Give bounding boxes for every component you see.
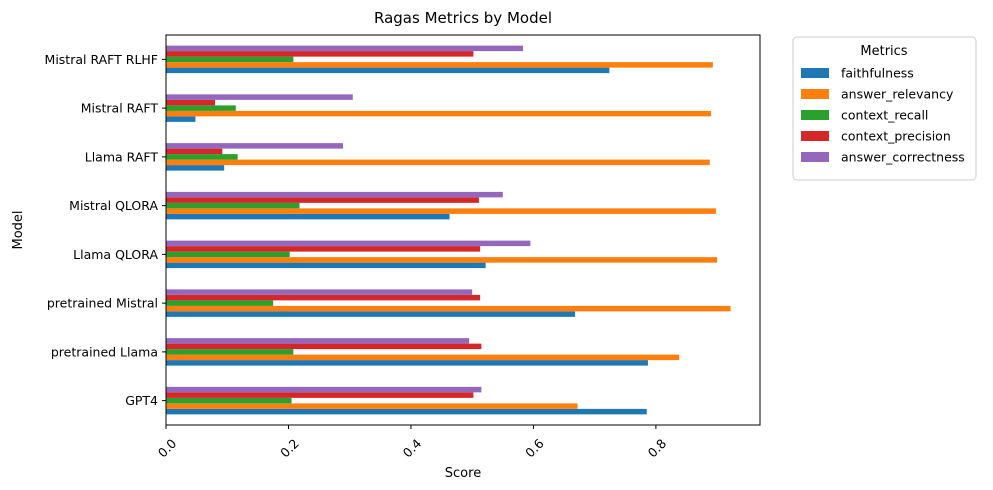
bar-answer-correctness — [166, 45, 524, 52]
x-tick-label: 0.6 — [522, 436, 547, 461]
bar-context-recall — [166, 105, 236, 111]
y-tick-label: pretrained Llama — [51, 344, 158, 359]
bar-context-recall — [166, 56, 294, 63]
bar-faithfulness — [166, 165, 225, 171]
bars-group — [166, 45, 731, 415]
x-tick-label: 0.2 — [277, 436, 302, 461]
legend-items: faithfulness answer_relevancy context_reca… — [801, 66, 965, 165]
y-tick-label: Llama RAFT — [85, 149, 159, 164]
bar-faithfulness — [166, 408, 647, 415]
legend-label: faithfulness — [841, 66, 914, 81]
bar-answer-correctness — [166, 386, 482, 393]
bar-answer-relevancy — [166, 403, 578, 409]
bar-answer-correctness — [166, 338, 470, 344]
legend-label: answer_relevancy — [841, 87, 954, 102]
x-tick-label: 0.4 — [400, 436, 425, 461]
bar-faithfulness — [166, 311, 576, 317]
bar-context-precision — [166, 51, 474, 57]
bar-context-recall — [166, 251, 290, 258]
y-ticks: GPT4 pretrained Llama pretrained Mistral Ll… — [45, 52, 166, 408]
bar-answer-correctness — [166, 94, 353, 100]
bar-answer-relevancy — [166, 159, 710, 166]
bar-context-precision — [166, 294, 481, 301]
bar-answer-relevancy — [166, 208, 716, 214]
y-tick-label: Mistral RAFT — [81, 101, 159, 116]
legend-swatch — [801, 68, 829, 78]
x-axis-label: Score — [445, 466, 481, 481]
bar-context-recall — [166, 349, 294, 355]
legend-label: answer_correctness — [841, 150, 965, 165]
bar-context-recall — [166, 300, 274, 306]
bar-answer-relevancy — [166, 305, 731, 312]
bar-answer-relevancy — [166, 62, 713, 68]
y-tick-label: Mistral QLORA — [69, 198, 158, 213]
legend-swatch — [801, 152, 829, 162]
bar-context-precision — [166, 343, 482, 350]
bar-faithfulness — [166, 360, 648, 366]
x-ticks: 0.0 0.2 0.4 0.6 0.8 — [155, 425, 670, 461]
bar-context-recall — [166, 397, 292, 404]
legend-title: Metrics — [860, 44, 907, 59]
legend-box — [792, 36, 977, 181]
bar-faithfulness — [166, 262, 486, 269]
legend-label: context_recall — [841, 108, 928, 123]
bar-answer-correctness — [166, 240, 531, 247]
bar-answer-relevancy — [166, 257, 718, 263]
legend-swatch — [801, 110, 829, 120]
bar-context-precision — [166, 99, 215, 106]
y-tick-label: Mistral RAFT RLHF — [45, 52, 158, 67]
bar-faithfulness — [166, 116, 196, 122]
y-tick-label: Llama QLORA — [73, 247, 158, 262]
legend: Metrics faithfulness answer_relevancycont… — [792, 36, 977, 181]
bar-context-precision — [166, 392, 474, 398]
chart-title: Ragas Metrics by Model — [374, 9, 552, 27]
bar-answer-correctness — [166, 191, 503, 198]
y-axis-label: Model — [11, 210, 26, 249]
x-tick-label: 0.8 — [645, 436, 670, 461]
bar-faithfulness — [166, 67, 610, 74]
bar-context-recall — [166, 154, 238, 160]
legend-swatch — [801, 89, 829, 99]
bar-faithfulness — [166, 213, 450, 220]
plot-frame — [165, 34, 761, 426]
bar-answer-correctness — [166, 289, 473, 295]
legend-label: context_precision — [841, 129, 951, 144]
x-tick-label: 0.0 — [155, 436, 180, 461]
bar-context-precision — [166, 197, 479, 203]
bar-answer-relevancy — [166, 110, 712, 117]
y-tick-label: GPT4 — [125, 393, 158, 408]
bar-answer-relevancy — [166, 354, 680, 361]
legend-swatch — [801, 131, 829, 141]
bar-context-precision — [166, 246, 481, 252]
bar-answer-correctness — [166, 143, 343, 149]
bar-context-precision — [166, 148, 223, 155]
y-tick-label: pretrained Mistral — [47, 296, 158, 311]
bar-context-recall — [166, 202, 300, 209]
